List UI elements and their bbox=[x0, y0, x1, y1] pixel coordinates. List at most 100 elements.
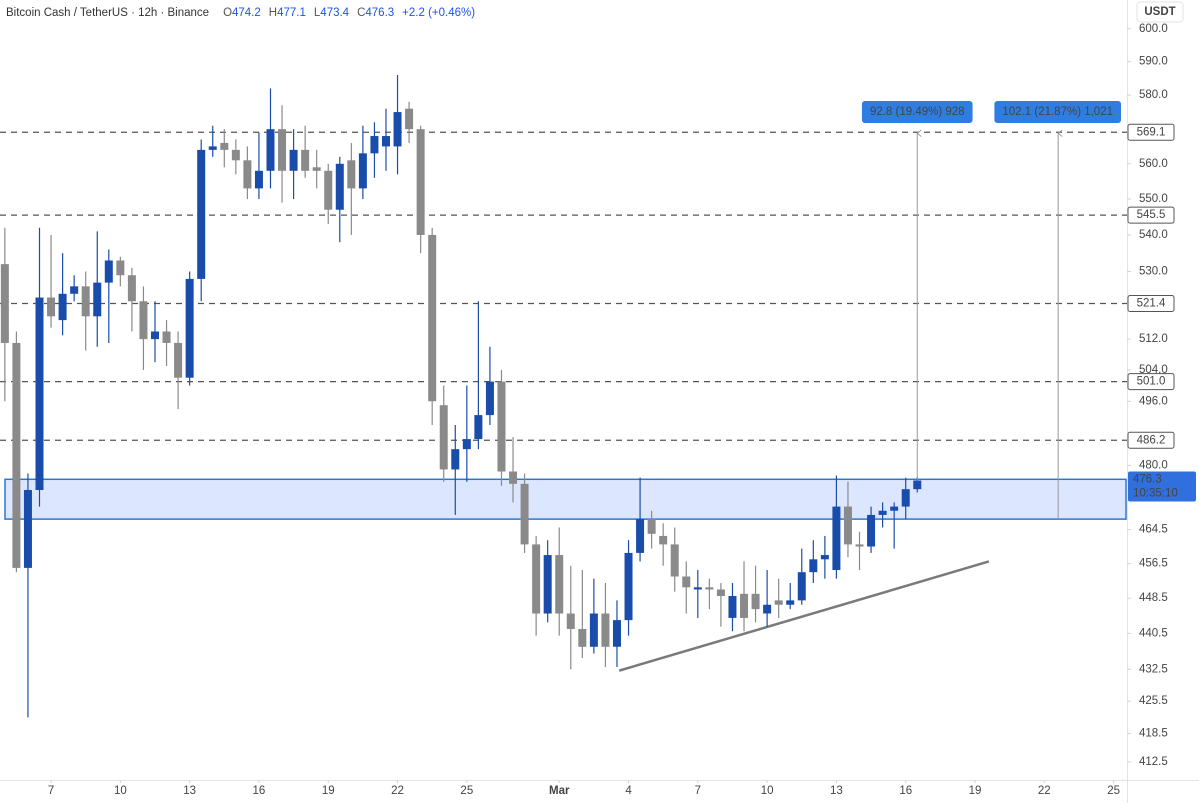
level-label-box bbox=[1127, 431, 1175, 449]
candle-body bbox=[532, 544, 541, 614]
candle-body bbox=[578, 628, 587, 647]
candle-body bbox=[451, 449, 460, 470]
x-tick-label: 16 bbox=[899, 785, 912, 797]
y-tick-label: 540.0 bbox=[1139, 229, 1168, 241]
x-tick-label: 4 bbox=[625, 785, 632, 797]
candle-body bbox=[485, 381, 494, 416]
candle-body bbox=[820, 555, 829, 560]
x-tick-label: 22 bbox=[1038, 785, 1051, 797]
plot-area bbox=[0, 75, 1127, 718]
symbol-title: Bitcoin Cash / TetherUS · 12h · Binance bbox=[6, 7, 209, 19]
x-tick-label: 19 bbox=[969, 785, 982, 797]
candle-body bbox=[301, 149, 310, 171]
candle-body bbox=[208, 146, 217, 150]
y-tick-label: 550.0 bbox=[1139, 193, 1168, 205]
y-tick-label: 432.5 bbox=[1139, 663, 1168, 675]
candle-body bbox=[589, 613, 598, 647]
candle-body bbox=[786, 600, 795, 605]
candle-body bbox=[543, 555, 552, 614]
support-zone bbox=[4, 478, 1127, 520]
y-tick-label: 512.0 bbox=[1139, 333, 1168, 345]
level-label-box bbox=[1127, 295, 1175, 313]
candle-body bbox=[843, 506, 852, 545]
change: +2.2 (+0.46%) bbox=[402, 7, 475, 19]
price-label-box bbox=[1128, 471, 1196, 502]
candle-body bbox=[647, 519, 656, 534]
x-tick-label: Mar bbox=[549, 785, 570, 797]
candle-body bbox=[0, 264, 9, 343]
candle-body bbox=[324, 170, 333, 210]
x-tick-label: 7 bbox=[48, 785, 54, 797]
y-tick-label: 440.5 bbox=[1139, 627, 1168, 639]
candle-body bbox=[104, 260, 113, 283]
candle-body bbox=[243, 160, 252, 189]
candle-body bbox=[890, 506, 899, 511]
candle-body bbox=[474, 415, 483, 440]
candle-body bbox=[867, 514, 876, 547]
candle-body bbox=[462, 439, 471, 450]
candle-body bbox=[335, 163, 344, 210]
candle-body bbox=[751, 593, 760, 610]
ohlc-value: 476.3 bbox=[365, 7, 394, 19]
legend-header: Bitcoin Cash / TetherUS · 12h · Binance O… bbox=[6, 7, 475, 19]
candle-body bbox=[116, 260, 125, 276]
level-label-box bbox=[1127, 206, 1175, 224]
candle-body bbox=[497, 381, 506, 472]
candle-body bbox=[405, 108, 414, 130]
candle-body bbox=[47, 297, 56, 317]
candle-body bbox=[636, 519, 645, 553]
unit-box bbox=[1136, 1, 1184, 23]
candle-body bbox=[670, 544, 679, 577]
x-tick-label: 13 bbox=[830, 785, 843, 797]
x-tick-label: 10 bbox=[761, 785, 774, 797]
candle-body bbox=[913, 480, 922, 490]
candle-body bbox=[12, 342, 21, 568]
candle-body bbox=[728, 596, 737, 618]
candle-body bbox=[832, 506, 841, 571]
countdown: 10:35:10 bbox=[1133, 488, 1178, 500]
x-tick-label: 19 bbox=[322, 785, 335, 797]
y-tick-label: 464.5 bbox=[1139, 524, 1168, 536]
measure-label: 92.8 (19.49%) 928 bbox=[870, 106, 965, 118]
candle-body bbox=[901, 489, 910, 507]
candle-body bbox=[231, 149, 240, 161]
candle-body bbox=[601, 613, 610, 647]
level-label: 501.0 bbox=[1137, 376, 1166, 388]
candle-body bbox=[127, 275, 136, 302]
y-tick-label: 425.5 bbox=[1139, 695, 1168, 707]
candle-body bbox=[185, 278, 194, 378]
candle-body bbox=[740, 593, 749, 618]
candle-body bbox=[266, 129, 275, 171]
ohlc-letter: O bbox=[223, 7, 232, 19]
candle-body bbox=[428, 234, 437, 402]
x-tick-label: 25 bbox=[1107, 785, 1120, 797]
candle-body bbox=[197, 149, 206, 279]
candle-body bbox=[358, 153, 367, 189]
y-tick-label: 456.5 bbox=[1139, 558, 1168, 570]
candle-body bbox=[659, 535, 668, 545]
x-tick-label: 25 bbox=[460, 785, 473, 797]
x-tick-label: 13 bbox=[183, 785, 196, 797]
candle-body bbox=[150, 331, 159, 340]
level-label-box bbox=[1127, 373, 1175, 391]
y-tick-label: 418.5 bbox=[1139, 728, 1168, 740]
ohlc-letter: C bbox=[357, 7, 365, 19]
level-label: 569.1 bbox=[1137, 126, 1166, 138]
candle-body bbox=[347, 160, 356, 189]
candle-body bbox=[855, 544, 864, 547]
x-tick-label: 10 bbox=[114, 785, 127, 797]
candle-body bbox=[312, 167, 321, 171]
candle-body bbox=[370, 136, 379, 154]
y-tick-label: 412.5 bbox=[1139, 756, 1168, 768]
level-label: 521.4 bbox=[1137, 298, 1166, 310]
candle-body bbox=[774, 600, 783, 605]
level-label: 545.5 bbox=[1137, 209, 1166, 221]
unit-label: USDT bbox=[1144, 6, 1175, 18]
candle-body bbox=[716, 589, 725, 597]
ohlc-value: 473.4 bbox=[320, 7, 349, 19]
candle-body bbox=[35, 297, 44, 490]
measure-label-box bbox=[861, 101, 973, 123]
y-tick-label: 448.5 bbox=[1139, 592, 1168, 604]
y-tick-label: 496.0 bbox=[1139, 395, 1168, 407]
